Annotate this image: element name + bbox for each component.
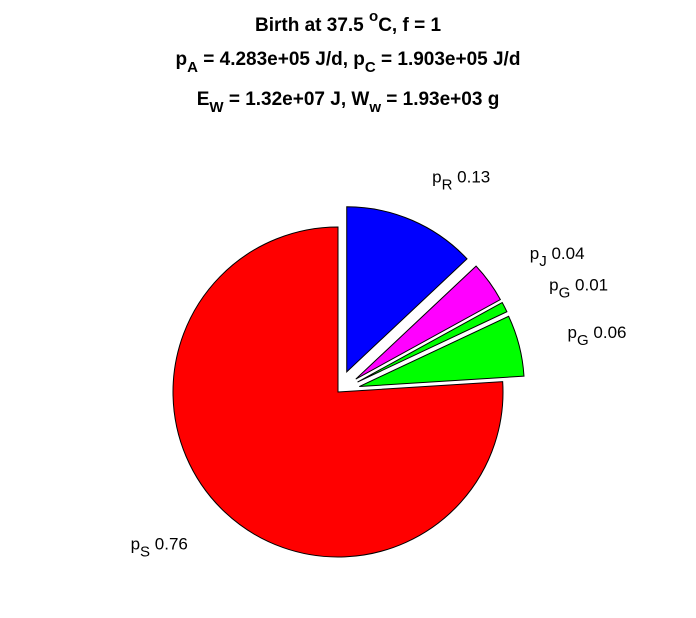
- chart-title: Birth at 37.5 oC, f = 1: [255, 8, 441, 36]
- slice-label: pG 0.01: [549, 276, 608, 301]
- title-part: p: [176, 49, 188, 70]
- title-part: W: [209, 99, 224, 116]
- slice-label: pR 0.13: [432, 168, 490, 193]
- label-sub: R: [442, 176, 453, 193]
- title-part: = 1.903e+05 J/d: [376, 49, 521, 70]
- title-part: = 1.93e+03 g: [381, 89, 499, 110]
- title-part: Birth at 37.5: [255, 15, 369, 36]
- label-value: 0.04: [551, 245, 584, 264]
- label-sub: G: [559, 284, 571, 301]
- title-part: C, f = 1: [378, 15, 441, 36]
- label-value: 0.13: [457, 168, 490, 187]
- title-part: = 1.32e+07 J, W: [224, 89, 370, 110]
- label-name: p: [432, 168, 441, 187]
- title-part: = 4.283e+05 J/d, p: [198, 49, 365, 70]
- label-value: 0.06: [593, 324, 626, 343]
- pie-slice: [172, 226, 504, 558]
- pie-slice: [359, 315, 525, 388]
- label-sub: S: [140, 544, 150, 561]
- label-name: p: [530, 245, 539, 264]
- pie-slice: [346, 206, 468, 373]
- slice-label: pJ 0.04: [530, 245, 585, 270]
- label-name: p: [131, 535, 140, 554]
- title-part: E: [197, 89, 210, 110]
- slice-label: pS 0.76: [131, 535, 188, 560]
- slice-label: pG 0.06: [568, 324, 627, 349]
- chart-title: pA = 4.283e+05 J/d, pC = 1.903e+05 J/d: [176, 49, 521, 76]
- pie-slice: [357, 301, 508, 383]
- chart-title: EW = 1.32e+07 J, Ww = 1.93e+03 g: [197, 89, 500, 116]
- label-value: 0.01: [575, 276, 608, 295]
- title-part: o: [369, 8, 378, 25]
- title-part: C: [365, 59, 376, 76]
- pie-slice: [355, 265, 502, 380]
- title-part: A: [187, 59, 198, 76]
- label-name: p: [549, 276, 558, 295]
- label-sub: G: [577, 332, 589, 349]
- label-sub: J: [539, 253, 547, 270]
- label-name: p: [568, 324, 577, 343]
- label-value: 0.76: [155, 535, 188, 554]
- title-part: w: [368, 99, 381, 116]
